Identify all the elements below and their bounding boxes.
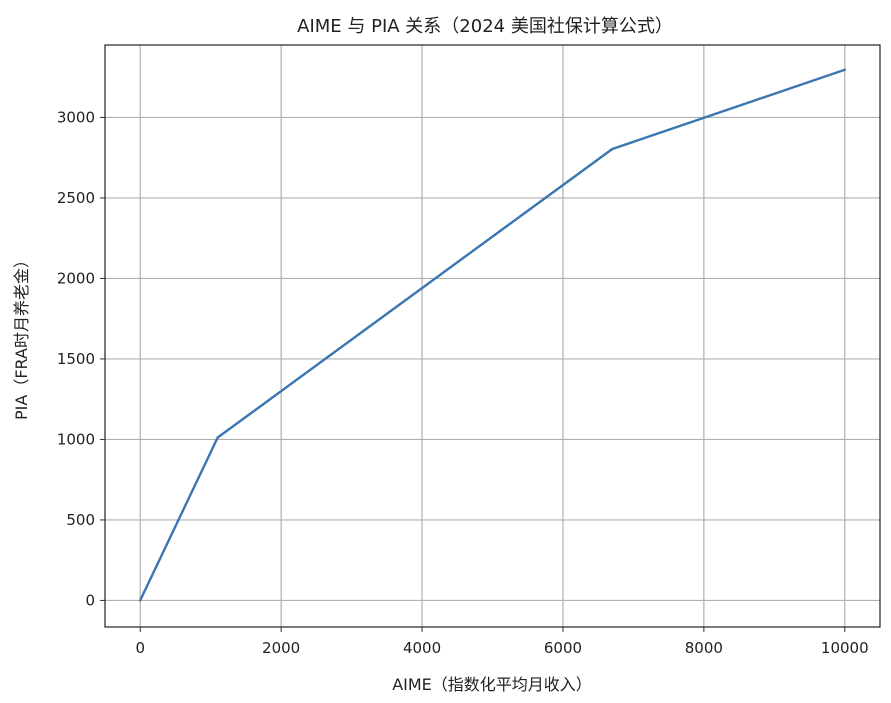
y-tick-label: 500 xyxy=(66,511,95,529)
y-tick-label: 2000 xyxy=(57,269,95,287)
y-tick-label: 0 xyxy=(85,591,95,609)
x-tick-label: 8000 xyxy=(685,639,723,657)
grid xyxy=(105,45,880,627)
x-tick-label: 4000 xyxy=(403,639,441,657)
series-layer xyxy=(138,68,846,602)
y-axis: 0 500 1000 1500 2000 2500 3000 xyxy=(57,108,105,609)
y-tick-label: 2500 xyxy=(57,189,95,207)
series-line xyxy=(138,68,846,602)
x-tick-label: 2000 xyxy=(262,639,300,657)
y-tick-label: 1000 xyxy=(57,430,95,448)
y-tick-label: 1500 xyxy=(57,350,95,368)
x-axis-title: AIME（指数化平均月收入） xyxy=(392,675,592,694)
x-tick-label: 10000 xyxy=(821,639,869,657)
x-tick-label: 6000 xyxy=(544,639,582,657)
plot-frame xyxy=(104,44,881,628)
x-tick-label: 0 xyxy=(135,639,145,657)
chart-title: AIME 与 PIA 关系（2024 美国社保计算公式） xyxy=(297,16,673,37)
y-axis-title: PIA（FRA时月养老金） xyxy=(12,252,31,420)
y-tick-label: 3000 xyxy=(57,108,95,126)
x-axis: 0 2000 4000 6000 8000 10000 xyxy=(135,627,869,657)
